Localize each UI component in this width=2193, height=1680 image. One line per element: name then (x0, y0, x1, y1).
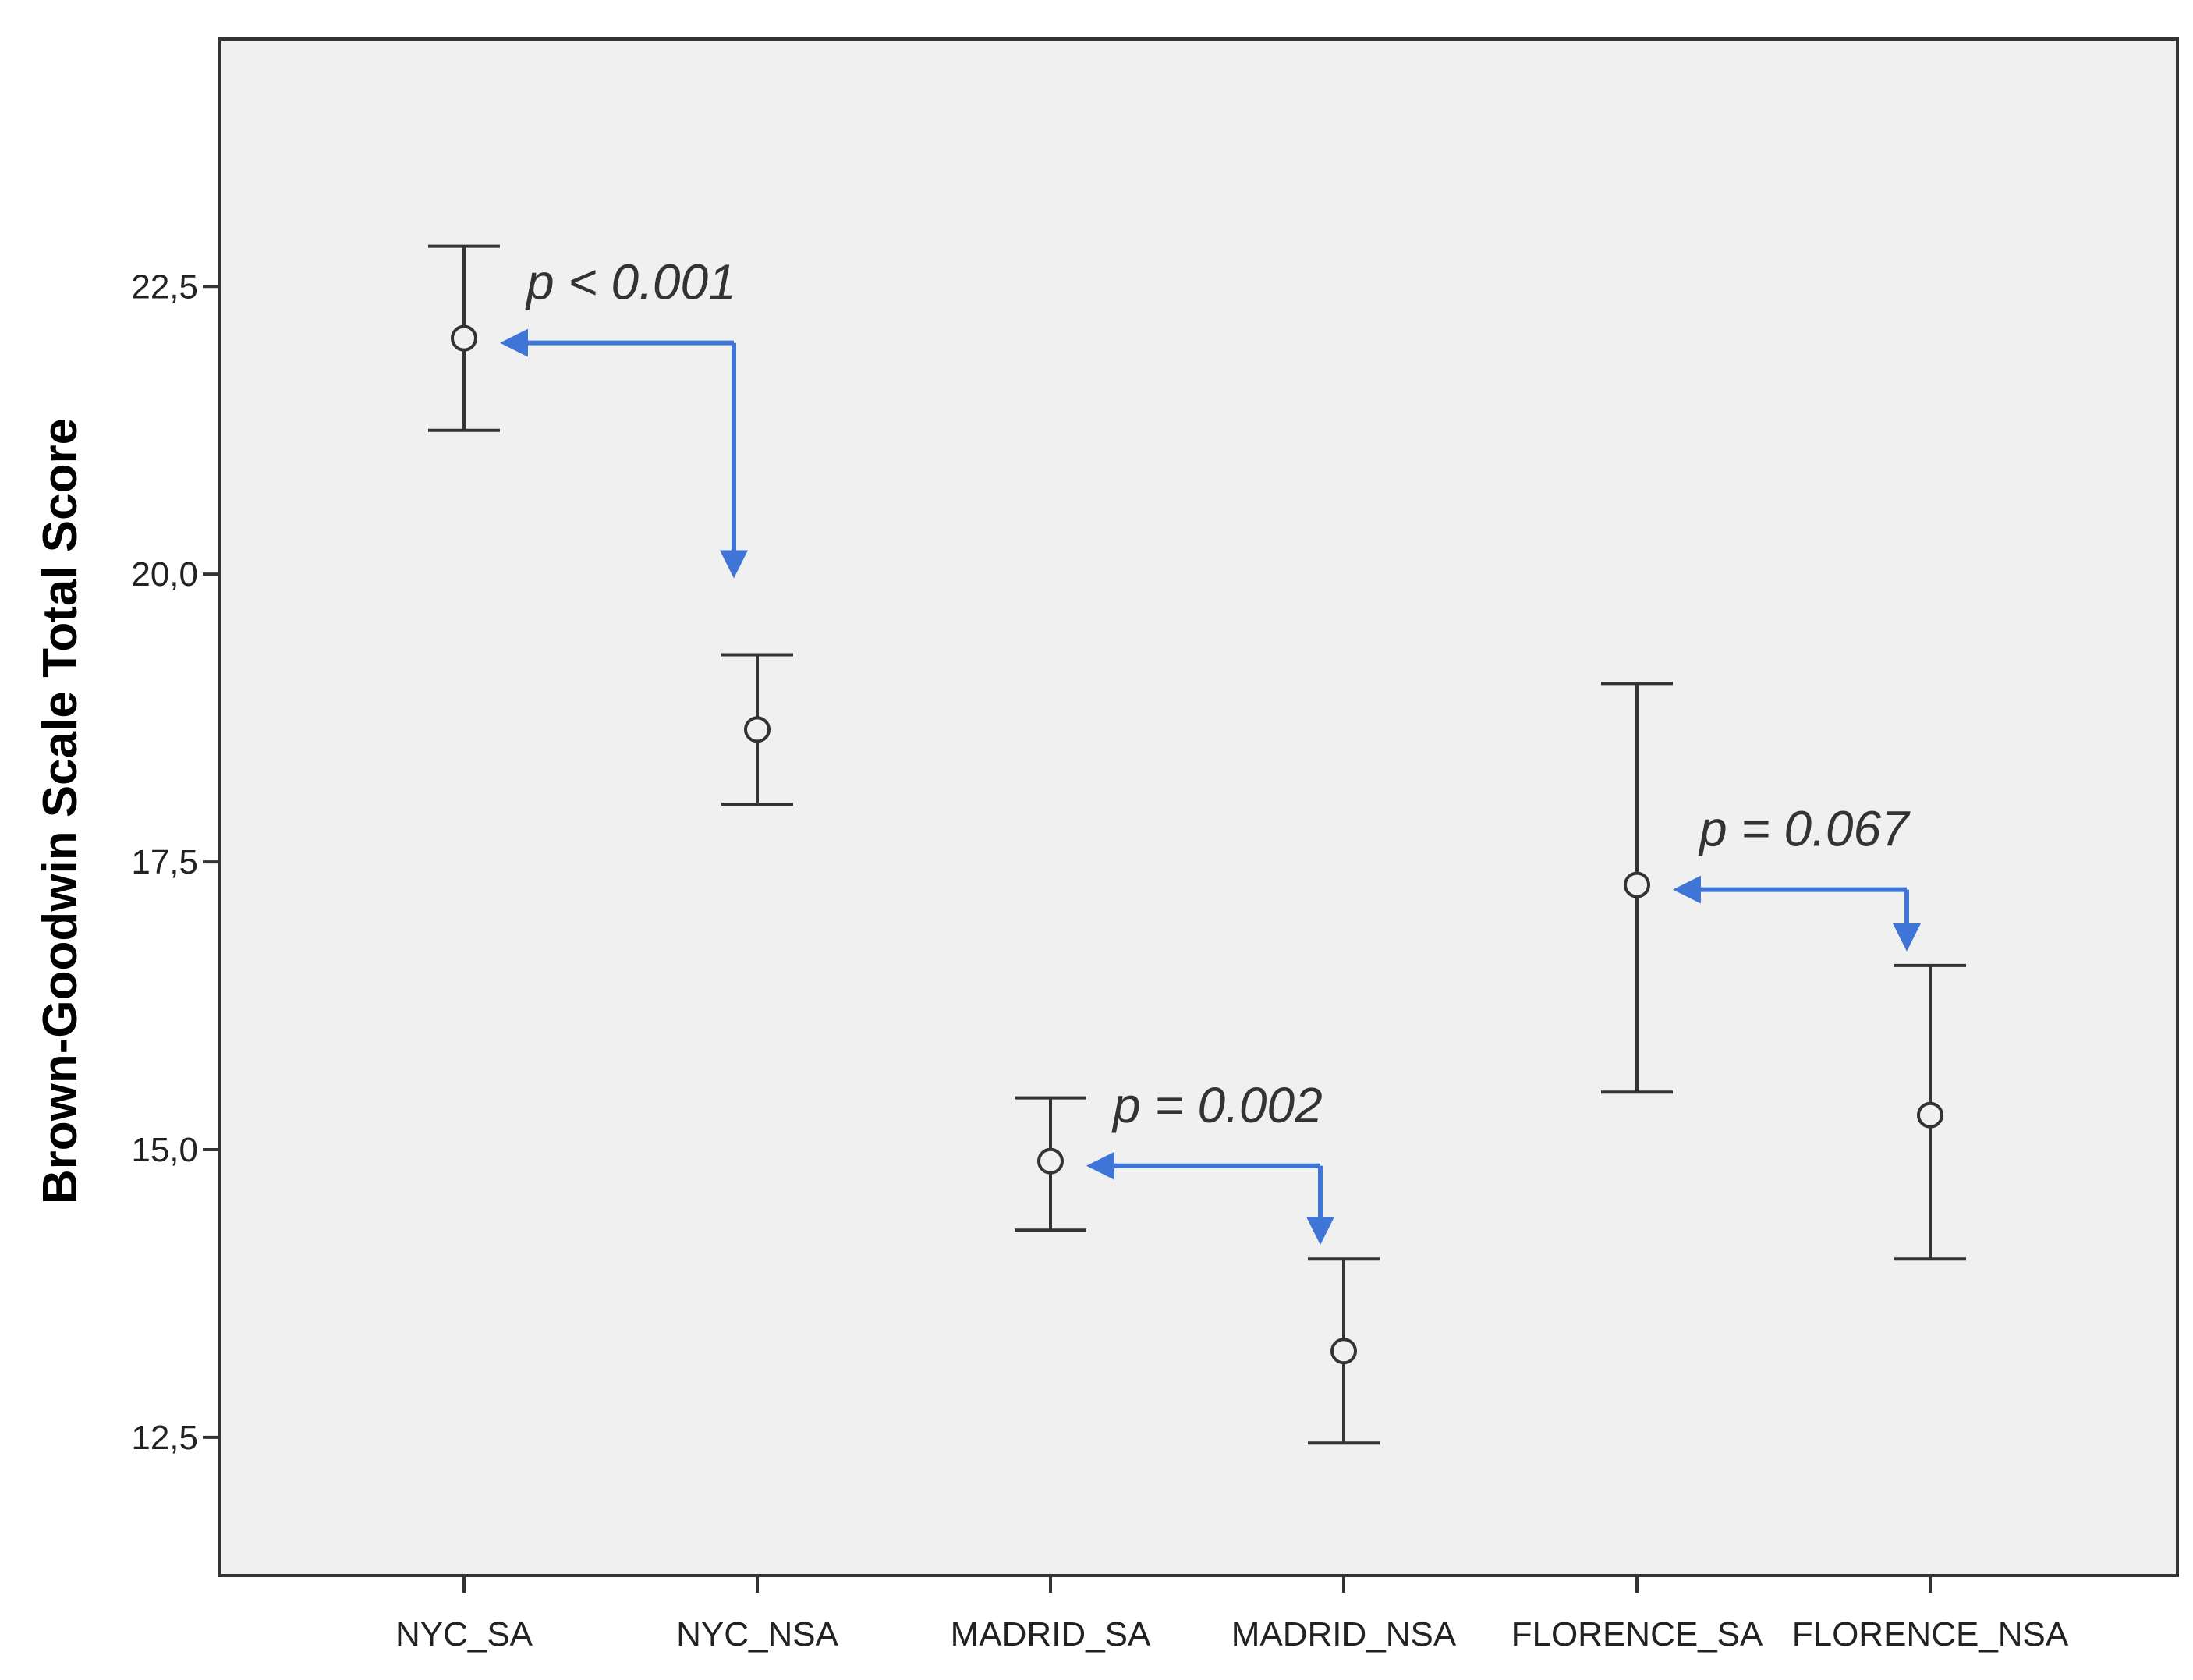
error-bar-florence-sa (1601, 682, 1673, 1094)
x-tick-label: NYC_SA (395, 1615, 533, 1653)
annotations: p < 0.001 p = 0.002 p = 0.067 (500, 254, 1921, 1246)
mean-marker (1624, 871, 1650, 898)
error-bar-madrid-sa (1015, 1096, 1086, 1232)
error-bar-madrid-nsa (1308, 1257, 1380, 1445)
x-axis: NYC_SA NYC_NSA MADRID_SA MADRID_NSA FLORENCE… (395, 1575, 2069, 1653)
mean-marker (1330, 1338, 1357, 1365)
error-bar-florence-nsa (1894, 963, 1966, 1261)
error-bar-nyc-nsa (721, 653, 793, 806)
x-tick-label: MADRID_NSA (1231, 1615, 1457, 1653)
annotation-label: p = 0.002 (1111, 1077, 1323, 1133)
y-tick-label: 17,5 (131, 843, 198, 881)
annotation-label: p = 0.067 (1698, 801, 1911, 857)
x-tick-label: FLORENCE_SA (1511, 1615, 1763, 1653)
x-tick-label: FLORENCE_NSA (1792, 1615, 2069, 1653)
mean-marker (744, 716, 771, 743)
error-bars (428, 244, 1966, 1445)
error-bar-nyc-sa (428, 244, 500, 432)
mean-marker (451, 324, 477, 352)
annotation-0: p < 0.001 (500, 254, 748, 579)
mean-marker (1037, 1147, 1064, 1175)
y-tick-label: 22,5 (131, 268, 198, 306)
y-tick-label: 12,5 (131, 1419, 198, 1457)
x-tick-label: NYC_NSA (676, 1615, 838, 1653)
y-axis: 12,5 15,0 17,5 20,0 22,5 (131, 268, 220, 1457)
y-tick-label: 15,0 (131, 1131, 198, 1169)
mean-marker (1917, 1101, 1943, 1129)
plot-area (218, 37, 2179, 1577)
y-tick-label: 20,0 (131, 555, 198, 594)
x-tick-label: MADRID_SA (951, 1615, 1151, 1653)
annotation-2: p = 0.067 (1673, 801, 1921, 952)
annotation-label: p < 0.001 (525, 254, 736, 310)
y-axis-title: Brown-Goodwin Scale Total Score (34, 418, 87, 1204)
annotation-1: p = 0.002 (1086, 1077, 1334, 1246)
